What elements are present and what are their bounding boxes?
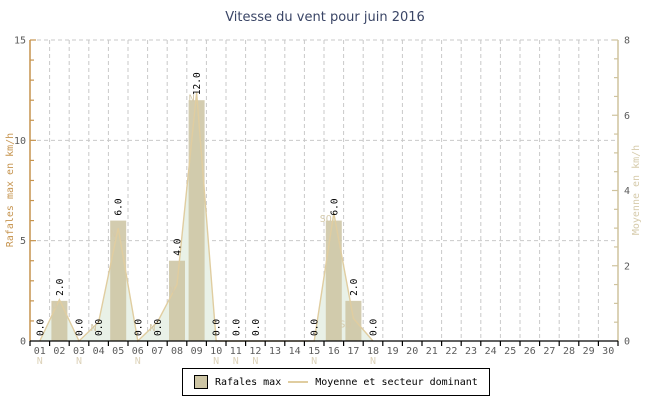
- x-axis-day-label: 16: [328, 346, 340, 357]
- value-label: 6.0: [329, 198, 340, 215]
- x-axis-day-label: 01: [34, 346, 46, 357]
- sector-label-below-axis: N: [76, 356, 82, 367]
- x-axis-day-label: 22: [445, 346, 457, 357]
- x-axis-day-label: 18: [367, 346, 379, 357]
- value-label: 0.0: [153, 319, 164, 336]
- value-label: 0.0: [133, 319, 144, 336]
- sector-label-below-axis: N: [370, 356, 376, 367]
- x-axis-day-label: 24: [485, 346, 497, 357]
- sector-label-below-axis: N: [311, 356, 317, 367]
- x-axis-day-label: 20: [406, 346, 418, 357]
- x-axis-day-label: 09: [191, 346, 203, 357]
- moyenne-line-icon: [288, 381, 309, 383]
- legend: Rafales max Moyenne et secteur dominant: [182, 368, 490, 396]
- x-axis-day-label: 14: [289, 346, 301, 357]
- value-label: 0.0: [35, 319, 46, 336]
- x-axis-day-label: 19: [387, 346, 399, 357]
- left-axis-tick-label: 10: [14, 136, 26, 147]
- legend-rafales-label: Rafales max: [215, 376, 282, 388]
- left-axis-tick-label: 15: [14, 36, 26, 47]
- value-label: 0.0: [75, 319, 86, 336]
- x-axis-day-label: 29: [583, 346, 595, 357]
- x-axis-day-label: 11: [230, 346, 242, 357]
- x-axis-day-label: 21: [426, 346, 438, 357]
- x-axis-day-label: 26: [524, 346, 536, 357]
- bar: [169, 260, 185, 341]
- x-axis-day-label: 28: [563, 346, 575, 357]
- value-label: 6.0: [114, 198, 125, 215]
- bar: [188, 100, 205, 341]
- sector-label: SO: [320, 214, 332, 225]
- legend-moyenne-label: Moyenne et secteur dominant: [315, 376, 478, 388]
- right-axis-title: Moyenne en km/h: [631, 145, 642, 235]
- sector-label-below-axis: N: [37, 356, 43, 367]
- value-label: 2.0: [349, 278, 360, 295]
- value-label: 4.0: [173, 238, 184, 255]
- sector-label: N: [149, 323, 155, 334]
- rafales-swatch-icon: [194, 375, 208, 389]
- sector-label: N: [91, 323, 97, 334]
- x-axis-day-label: 12: [249, 346, 261, 357]
- sector-label-below-axis: N: [233, 356, 239, 367]
- right-axis-tick-label: 8: [624, 36, 630, 47]
- x-axis-day-label: 07: [151, 346, 163, 357]
- sector-label-below-axis: N: [252, 356, 258, 367]
- sector-label: SO: [339, 319, 351, 330]
- x-axis-day-label: 04: [93, 346, 105, 357]
- left-axis-tick-label: 0: [20, 337, 26, 348]
- sector-label-below-axis: N: [213, 356, 219, 367]
- bar: [325, 220, 342, 341]
- right-axis-tick-label: 4: [624, 186, 630, 197]
- left-axis-title: Rafales max en km/h: [5, 133, 16, 247]
- x-axis-day-label: 03: [73, 346, 85, 357]
- bar: [51, 300, 68, 341]
- value-label: 12.0: [192, 72, 203, 95]
- sector-label: N: [110, 229, 116, 240]
- mean-line: [39, 92, 374, 343]
- bar: [345, 300, 362, 341]
- right-axis-tick-label: 0: [624, 337, 630, 348]
- x-axis-day-label: 13: [269, 346, 281, 357]
- left-axis-tick-label: 5: [20, 236, 26, 247]
- x-axis-day-label: 05: [112, 346, 124, 357]
- sector-label: N: [169, 286, 175, 297]
- value-label: 0.0: [310, 319, 321, 336]
- x-axis-day-label: 02: [53, 346, 65, 357]
- sector-label-below-axis: N: [135, 356, 141, 367]
- right-axis-tick-label: 6: [624, 111, 630, 122]
- value-label: 0.0: [231, 319, 242, 336]
- value-label: 0.0: [369, 319, 380, 336]
- x-axis-day-label: 06: [132, 346, 144, 357]
- value-label: 0.0: [251, 319, 262, 336]
- right-axis-tick-label: 2: [624, 261, 630, 272]
- value-label: 0.0: [94, 319, 105, 336]
- sector-label: N: [189, 94, 195, 105]
- x-axis-day-label: 27: [543, 346, 555, 357]
- chart-title: Vitesse du vent pour juin 2016: [225, 10, 425, 25]
- x-axis-day-label: 17: [347, 346, 359, 357]
- value-label: 2.0: [55, 278, 66, 295]
- value-label: 0.0: [212, 319, 223, 336]
- sector-label: O: [51, 301, 57, 312]
- x-axis-day-label: 15: [308, 346, 320, 357]
- x-axis-day-label: 30: [602, 346, 614, 357]
- x-axis-day-label: 25: [504, 346, 516, 357]
- x-axis-day-label: 08: [171, 346, 183, 357]
- x-axis-day-label: 23: [465, 346, 477, 357]
- x-axis-day-label: 10: [210, 346, 222, 357]
